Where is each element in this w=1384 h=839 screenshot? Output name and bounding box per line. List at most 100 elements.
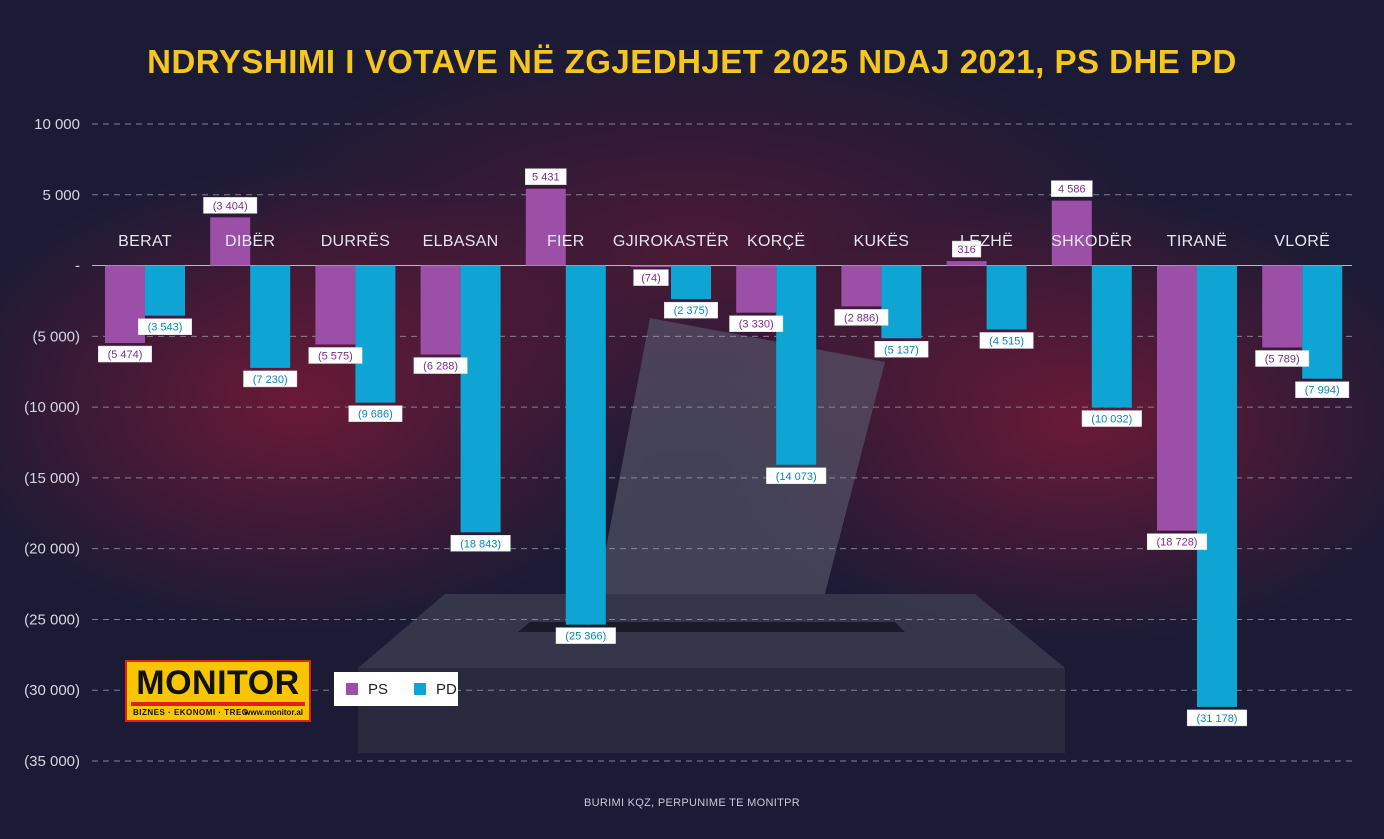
bar-pd — [250, 265, 291, 368]
y-tick-label: (35 000) — [24, 753, 80, 770]
bar-label-text: (2 886) — [844, 312, 879, 324]
logo-name: MONITOR — [136, 664, 300, 702]
bar-label-text: 316 — [957, 244, 975, 256]
bar-label-text: (7 230) — [253, 374, 288, 386]
bar-label-text: (3 330) — [739, 319, 774, 331]
bar-label-box — [1051, 180, 1093, 197]
bar-label-text: (18 728) — [1157, 537, 1198, 549]
bar-label-ps: (74) — [633, 269, 669, 286]
bar-ps — [315, 265, 356, 345]
bar-ps — [841, 265, 882, 307]
bar-label-text: (31 178) — [1197, 713, 1238, 725]
bar-label-text: (9 686) — [358, 409, 393, 421]
bar-label-ps: 5 431 — [525, 168, 567, 185]
bar-label-box — [98, 345, 152, 363]
bar-label-text: (5 789) — [1265, 354, 1300, 366]
bar-label-ps: 316 — [952, 240, 982, 258]
bar-ps — [210, 217, 251, 266]
category-label: LEZHË — [960, 232, 1013, 250]
bar-label-box — [729, 315, 784, 332]
legend-item-pd: PD — [414, 681, 457, 698]
y-tick-label: (10 000) — [24, 399, 80, 416]
bar-label-ps: (3 330) — [729, 315, 784, 332]
category-label: GJIROKASTËR — [613, 232, 729, 250]
logo-site: www.monitor.al — [244, 708, 303, 717]
bar-label-text: 4 586 — [1058, 184, 1086, 196]
legend-swatch-pd — [414, 683, 427, 695]
bar-label-ps: 4 586 — [1051, 180, 1093, 197]
bar-label-pd: (14 073) — [766, 467, 827, 485]
legend-label-pd: PD — [436, 680, 457, 698]
bar-label-text: 5 431 — [532, 172, 560, 184]
bar-label-box — [243, 370, 298, 388]
bar-label-pd: (2 375) — [664, 301, 718, 319]
logo-tagline: BIZNES · EKONOMI · TREG — [133, 708, 249, 717]
bar-ps — [736, 265, 777, 313]
bar-label-pd: (7 230) — [243, 370, 298, 388]
bar-label-pd: (7 994) — [1295, 381, 1350, 398]
bar-label-box — [348, 405, 403, 422]
bar-label-box — [1186, 709, 1248, 727]
category-label: KUKËS — [854, 232, 910, 250]
category-label: SHKODËR — [1051, 232, 1132, 250]
source-note: BURIMI KQZ, PERPUNIME TE MONITPR — [584, 797, 800, 809]
bar-label-text: (5 137) — [884, 344, 919, 356]
bar-label-pd: (10 032) — [1081, 410, 1142, 427]
bar-pd — [1091, 265, 1132, 408]
bar-label-box — [952, 240, 982, 258]
category-label: FIER — [547, 233, 585, 250]
y-tick-label: (5 000) — [32, 328, 80, 345]
bar-pd — [460, 265, 501, 533]
bar-label-box — [1146, 533, 1208, 550]
legend-swatch-ps — [346, 683, 358, 695]
bar-label-text: (5 474) — [108, 349, 143, 361]
bar-label-box — [203, 197, 258, 214]
bar-label-ps: (18 728) — [1146, 533, 1208, 550]
bar-label-text: (7 994) — [1305, 385, 1340, 397]
grid-lines — [92, 123, 1352, 762]
ballot-box-illustration — [358, 318, 1065, 753]
bar-label-box — [525, 168, 567, 185]
bar-pd — [355, 265, 396, 403]
bar-label-text: (3 404) — [213, 200, 248, 212]
bar-labels: (5 474) (3 543) (3 404) (7 230) (5 575) (9 68… — [98, 168, 1350, 727]
category-label: DIBËR — [225, 232, 275, 250]
bar-label-pd: (9 686) — [348, 405, 403, 422]
bar-label-text: (74) — [641, 273, 661, 285]
bar-label-ps: (6 288) — [413, 357, 468, 374]
y-tick-label: (25 000) — [24, 611, 80, 628]
bar-ps — [946, 261, 987, 266]
bar-pd — [671, 265, 711, 300]
y-tick-label: 10 000 — [34, 116, 80, 133]
bar-pd — [881, 265, 922, 339]
legend-label-ps: PS — [368, 680, 389, 698]
bar-ps — [1051, 200, 1092, 266]
bar-ps — [631, 265, 671, 268]
bar-label-box — [1255, 350, 1310, 367]
bar-label-ps: (3 404) — [203, 197, 258, 214]
bar-label-text: (5 575) — [318, 350, 353, 362]
y-tick-label: (20 000) — [24, 541, 80, 558]
y-tick-label: - — [75, 258, 80, 275]
bar-label-box — [633, 269, 669, 286]
category-label: TIRANË — [1167, 232, 1227, 250]
bar-label-box — [413, 357, 468, 374]
bar-label-text: (4 515) — [989, 335, 1024, 347]
y-tick-label: (30 000) — [24, 682, 80, 699]
y-tick-label: 5 000 — [42, 187, 80, 204]
bar-ps — [1157, 265, 1197, 531]
legend: PS PD — [334, 672, 458, 706]
bar-label-text: (2 375) — [674, 305, 709, 317]
bar-label-text: (25 366) — [565, 631, 606, 643]
bar-label-box — [1295, 381, 1350, 398]
bar-ps — [420, 265, 461, 355]
bar-pd — [565, 265, 606, 625]
category-label: VLORË — [1274, 232, 1330, 250]
bar-label-box — [555, 627, 616, 644]
bar-label-pd: (5 137) — [874, 341, 929, 358]
bar-label-pd: (3 543) — [138, 318, 192, 335]
category-labels: BERAT DIBËR DURRËS ELBASAN FIER GJIROKASTËR KO… — [118, 232, 1330, 250]
bars — [105, 188, 1343, 707]
bar-label-box — [834, 309, 889, 326]
bar-label-text: (6 288) — [423, 361, 458, 373]
